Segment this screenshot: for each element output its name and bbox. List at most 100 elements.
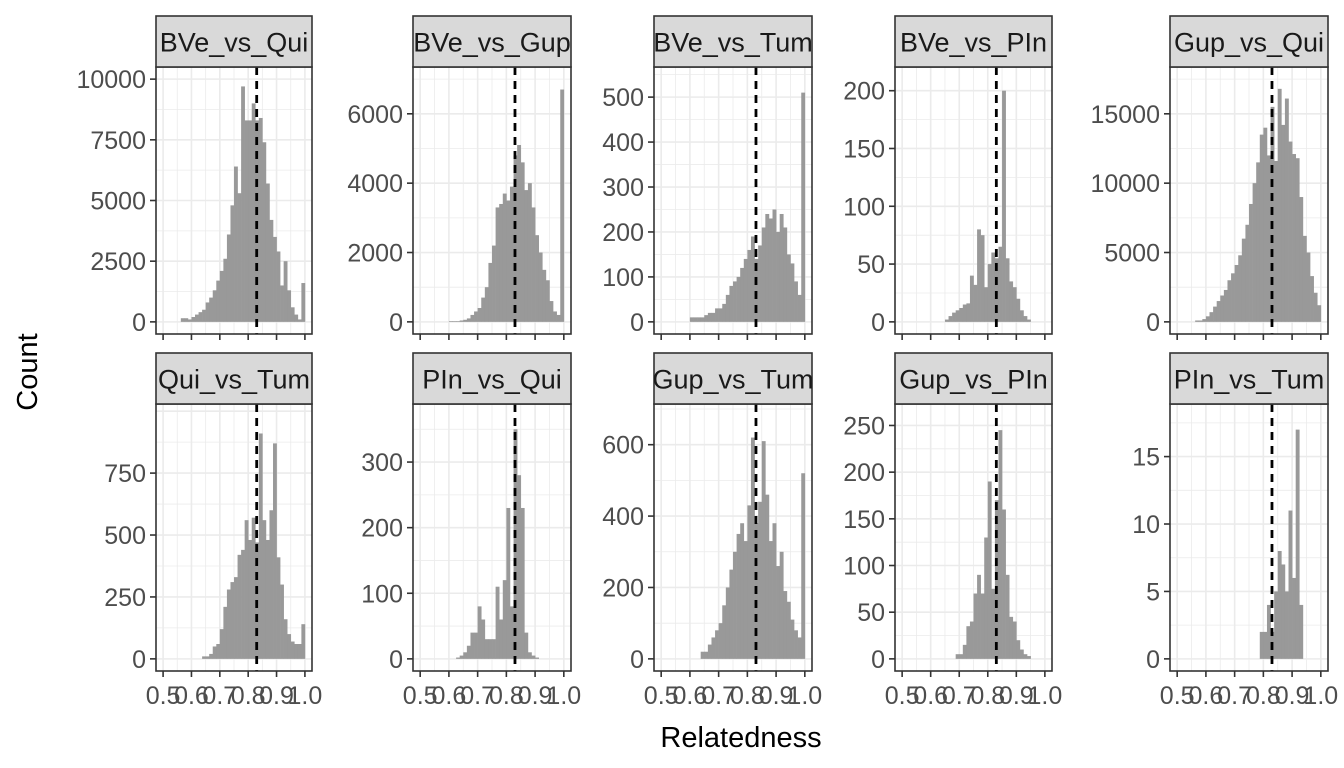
y-tick-label: 250 — [104, 584, 146, 612]
histogram-bar — [506, 507, 511, 659]
histogram-bar — [1310, 276, 1314, 322]
x-tick-label: 0.8 — [730, 682, 765, 710]
strip-background — [412, 352, 572, 405]
histogram-bar — [219, 629, 224, 659]
histogram-bar — [459, 655, 464, 659]
histogram-bar — [527, 652, 532, 659]
histogram-bar — [226, 234, 231, 322]
histogram-bar — [955, 310, 960, 322]
histogram-bar — [230, 205, 235, 322]
strip-label: Qui_vs_Tum — [158, 365, 310, 395]
histogram-bar — [1266, 604, 1271, 659]
y-tick-label: 5 — [1146, 578, 1160, 606]
histogram-bar — [509, 606, 514, 659]
histogram-bar — [474, 311, 478, 322]
x-tick-label: 0.6 — [1189, 682, 1224, 710]
x-tick-label: 0.5 — [885, 682, 920, 710]
y-tick-label: 0 — [389, 309, 403, 337]
histogram-bar — [733, 281, 737, 322]
histogram-bar — [1002, 90, 1006, 322]
histogram-bar — [1238, 255, 1243, 322]
histogram-bar — [786, 601, 791, 659]
strip-label: PIn_vs_Tum — [1174, 365, 1325, 395]
histogram-bar — [736, 276, 741, 322]
histogram-bar — [1259, 631, 1264, 659]
x-axis-title: Relatedness — [660, 722, 821, 754]
histogram-bar — [477, 307, 482, 322]
histogram-bar — [700, 651, 705, 659]
histogram-bar — [520, 507, 525, 659]
histogram-bar — [1019, 310, 1024, 322]
histogram-bar — [184, 318, 189, 322]
histogram-bar — [1012, 287, 1017, 322]
histogram-bar — [273, 443, 277, 659]
y-tick-label: 0 — [132, 646, 146, 674]
histogram-bar — [517, 475, 522, 659]
histogram-bars — [944, 90, 1031, 322]
histogram-bar — [212, 290, 217, 322]
x-tick-label: 1.0 — [546, 682, 581, 710]
histogram-bar — [736, 533, 741, 659]
x-tick-label: 0.9 — [518, 682, 553, 710]
strip-background — [894, 15, 1053, 68]
histogram-bar — [790, 263, 795, 322]
histogram-bar — [1274, 160, 1279, 322]
histogram-bar — [718, 623, 723, 659]
histogram-bar — [237, 554, 242, 659]
histogram-bar — [801, 473, 806, 659]
histogram-bar — [747, 505, 752, 659]
histogram-bar — [517, 145, 522, 322]
histogram-bar — [287, 634, 292, 659]
histogram-bar — [262, 520, 267, 659]
strip-label: BVe_vs_PIn — [900, 28, 1047, 58]
histogram-bar — [1281, 124, 1286, 322]
y-tick-label: 250 — [843, 412, 885, 440]
histogram-bar — [466, 318, 471, 322]
histogram-bar — [768, 218, 773, 322]
histogram-bar — [966, 303, 971, 322]
histogram-bar — [470, 632, 475, 659]
histogram-bar — [294, 314, 299, 322]
histogram-bar — [984, 537, 989, 659]
y-tick-label: 200 — [843, 78, 885, 106]
x-tick-label: 0.6 — [432, 682, 467, 710]
histogram-bar — [506, 200, 511, 322]
strip-background — [155, 15, 313, 68]
histogram-bar — [765, 494, 770, 659]
histogram-bar — [290, 307, 295, 322]
y-tick-label: 200 — [602, 574, 644, 602]
strip-label: BVe_vs_Tum — [653, 28, 813, 58]
histogram-bar — [1227, 280, 1232, 322]
histogram-bar — [262, 142, 267, 322]
facet-panel: Qui_vs_Tum 0 250 500 750 0.50.60.70.80.91.0 — [104, 352, 322, 710]
strip-background — [653, 352, 813, 405]
histogram-bar — [711, 312, 716, 322]
histogram-bar — [944, 319, 949, 322]
y-axis-title: Count — [12, 333, 44, 410]
x-tick-label: 1.0 — [787, 682, 822, 710]
histogram-bar — [747, 249, 752, 322]
histogram-bar — [1019, 649, 1024, 659]
facet-panel: BVe_vs_Gup 0 2000 4000 6000 — [347, 15, 572, 340]
histogram-bar — [531, 207, 536, 322]
facet-panel: PIn_vs_Qui 0 100 200 300 0.50.60.70.80.91.0 — [361, 352, 581, 710]
histogram-bar — [542, 269, 547, 322]
histogram-bar — [1288, 510, 1293, 659]
y-tick-label: 200 — [361, 515, 403, 543]
histogram-bar — [1302, 235, 1307, 322]
histogram-bar — [448, 321, 453, 322]
facet-panel: Gup_vs_PIn 0 50 100 150 200 250 0.50.60.70.80.9… — [843, 352, 1062, 710]
y-tick-label: 500 — [104, 522, 146, 550]
histogram-bar — [1016, 298, 1021, 322]
facet-panel: PIn_vs_Tum 0 5 10 15 0.50.60.70.80.91.0 — [1132, 352, 1338, 710]
histogram-bar — [794, 281, 798, 322]
histogram-bar — [520, 162, 525, 322]
histogram-bar — [466, 645, 471, 659]
histogram-bar — [969, 621, 974, 659]
histogram-bar — [772, 209, 777, 322]
histogram-bar — [535, 235, 539, 322]
histogram-bar — [202, 309, 206, 322]
histogram-bar — [758, 245, 763, 322]
histogram-bar — [301, 624, 306, 659]
histogram-bar — [1027, 319, 1031, 322]
